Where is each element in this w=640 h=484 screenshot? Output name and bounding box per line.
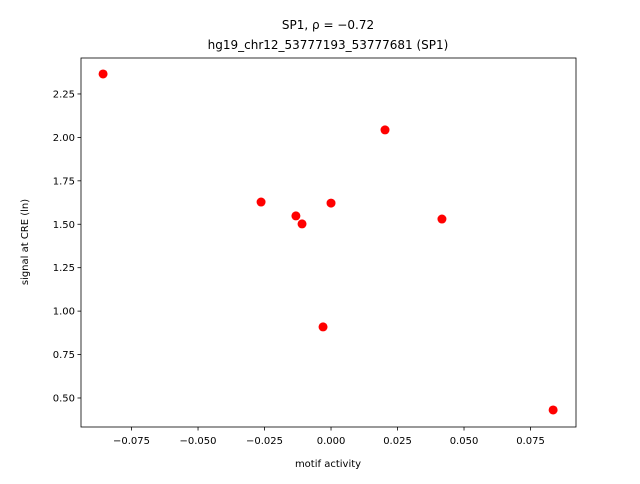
y-tick-label: 0.75 [53,350,75,361]
y-tick-label: 1.00 [53,307,75,318]
x-tick-label: 0.050 [450,436,479,447]
point [256,197,266,207]
point [548,405,558,415]
x-tick-label: −0.075 [113,436,150,447]
y-tick-label: 1.50 [53,220,75,231]
y-tick-label: 1.25 [53,263,75,274]
plot-frame [80,57,577,428]
point [380,125,390,135]
point [98,69,108,79]
point [326,198,336,208]
x-tick-label: 0.000 [317,436,346,447]
point [291,211,301,221]
x-tick-label: 0.075 [516,436,545,447]
point [297,219,307,229]
x-tick-label: −0.025 [246,436,283,447]
point [437,214,447,224]
y-tick-label: 2.25 [53,89,75,100]
chart-subtitle: hg19_chr12_53777193_53777681 (SP1) [208,38,449,52]
y-axis-label: signal at CRE (ln) [20,199,31,285]
x-tick-label: −0.050 [180,436,217,447]
y-tick-label: 2.00 [53,133,75,144]
point [318,322,328,332]
chart-title: SP1, ρ = −0.72 [282,18,374,32]
y-tick-label: 0.50 [53,393,75,404]
y-tick-label: 1.75 [53,176,75,187]
x-axis-label: motif activity [295,459,361,470]
x-tick-label: 0.025 [383,436,412,447]
